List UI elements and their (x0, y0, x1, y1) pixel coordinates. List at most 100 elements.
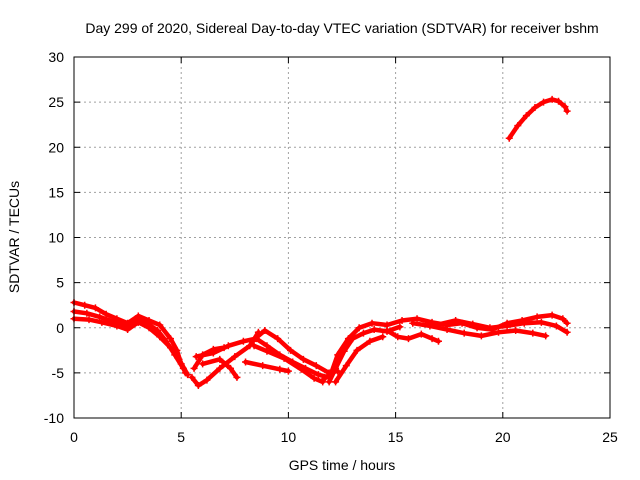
data-point (216, 364, 224, 372)
data-point (426, 322, 434, 330)
y-tick-label: 30 (48, 49, 64, 65)
data-series (70, 95, 571, 390)
data-point (242, 358, 250, 366)
data-point (514, 122, 522, 130)
data-point (231, 353, 239, 361)
data-point (276, 365, 284, 373)
series-track-6 (199, 355, 241, 381)
data-point (540, 98, 548, 106)
data-point (368, 319, 376, 327)
data-point (531, 104, 539, 112)
data-point (355, 324, 363, 332)
data-point (417, 330, 425, 338)
data-point (561, 103, 569, 111)
series-line (506, 97, 570, 141)
data-point (297, 365, 305, 373)
data-point (522, 112, 530, 120)
data-point (398, 317, 406, 325)
data-point (263, 347, 271, 355)
x-tick-label: 0 (70, 429, 78, 445)
y-tick-label: 0 (56, 320, 64, 336)
data-point (81, 301, 89, 309)
x-tick-label: 25 (602, 429, 618, 445)
y-tick-label: 15 (48, 184, 64, 200)
data-point (559, 315, 567, 323)
y-tick-label: -10 (44, 410, 64, 426)
data-point (383, 326, 391, 334)
series-track-14 (383, 326, 442, 345)
series-line (243, 359, 291, 374)
data-point (274, 335, 282, 343)
x-tick-label: 5 (177, 429, 185, 445)
series-track-9 (242, 358, 292, 375)
data-point (366, 337, 374, 345)
x-axis-label: GPS time / hours (289, 457, 396, 473)
data-point (537, 318, 545, 326)
data-point (520, 319, 528, 327)
data-point (192, 353, 200, 361)
x-tick-label: 10 (281, 429, 297, 445)
data-point (512, 326, 520, 334)
data-point (428, 335, 436, 343)
y-axis-label: SDTVAR / TECUs (6, 181, 22, 293)
data-point (469, 320, 477, 328)
data-point (184, 371, 192, 379)
data-point (188, 373, 196, 381)
data-point (98, 318, 106, 326)
data-point (284, 367, 292, 375)
data-point (340, 347, 348, 355)
data-point (529, 329, 537, 337)
data-point (239, 337, 247, 345)
data-point (443, 326, 451, 334)
data-point (434, 337, 442, 345)
data-point (555, 97, 563, 105)
data-point (505, 134, 513, 142)
plot-frame (73, 56, 611, 419)
data-point (280, 354, 288, 362)
data-point (332, 378, 340, 386)
data-point (460, 329, 468, 337)
data-point (156, 321, 164, 329)
data-point (199, 360, 207, 368)
data-point (542, 332, 550, 340)
data-point (563, 107, 571, 115)
data-point (396, 323, 404, 331)
data-point (312, 362, 320, 370)
series-track-3 (70, 315, 192, 379)
series-line (200, 357, 240, 380)
chart-title: Day 299 of 2020, Sidereal Day-to-day VTE… (85, 20, 598, 36)
data-point (233, 373, 241, 381)
data-point (166, 335, 174, 343)
y-tick-label: 25 (48, 94, 64, 110)
data-point (224, 342, 232, 350)
y-tick-label: 10 (48, 230, 64, 246)
data-point (533, 313, 541, 321)
y-tick-label: 20 (48, 139, 64, 155)
series-line (249, 328, 340, 376)
data-point (113, 322, 121, 330)
data-point (452, 317, 460, 325)
data-point (145, 324, 153, 332)
series-track-16 (432, 317, 571, 336)
data-point (495, 328, 503, 336)
gridlines (74, 57, 610, 418)
data-point (349, 335, 357, 343)
data-point (404, 335, 412, 343)
data-point (563, 328, 571, 336)
data-point (227, 364, 235, 372)
data-point (503, 322, 511, 330)
data-point (156, 333, 164, 341)
data-point (299, 355, 307, 363)
data-point (548, 95, 556, 103)
data-point (96, 313, 104, 321)
series-track-1 (70, 298, 189, 377)
data-point (102, 310, 110, 318)
x-tick-label: 20 (495, 429, 511, 445)
data-point (409, 319, 417, 327)
data-point (548, 311, 556, 319)
data-point (486, 324, 494, 332)
data-point (85, 316, 93, 324)
data-point (124, 326, 132, 334)
data-point (91, 304, 99, 312)
